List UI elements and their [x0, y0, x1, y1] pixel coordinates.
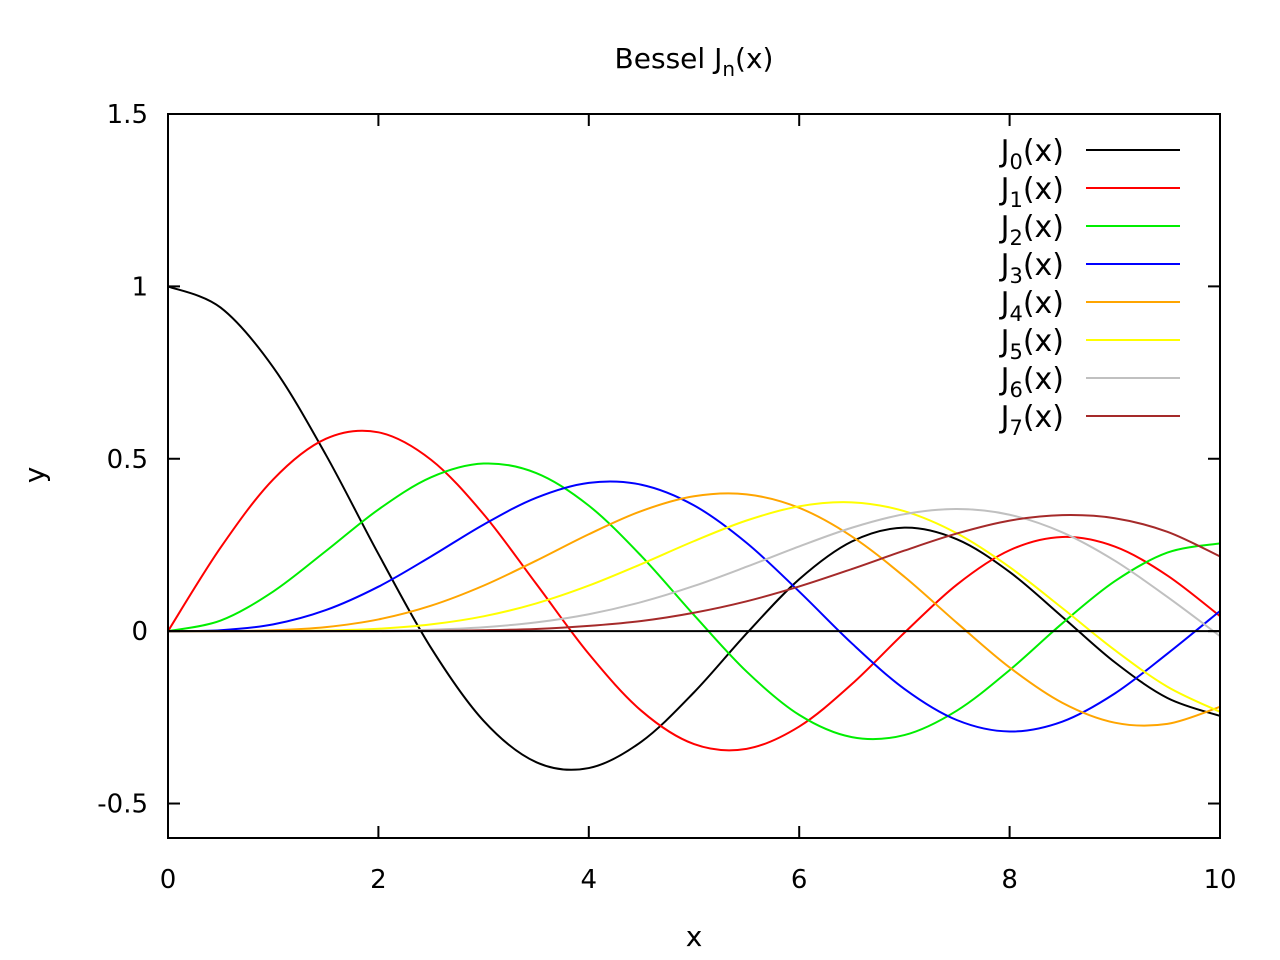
- x-tick-label: 10: [1203, 865, 1236, 895]
- y-tick-label: -0.5: [97, 790, 148, 820]
- chart-title-suffix: (x): [735, 42, 773, 75]
- series-line-j1: [168, 429, 1220, 752]
- x-tick-label: 0: [160, 865, 177, 895]
- series-line-j4: [168, 492, 1220, 727]
- legend-label-j6: J6(x): [999, 362, 1064, 402]
- series-line-j0: [168, 285, 1220, 771]
- legend-label-j2: J2(x): [999, 210, 1064, 250]
- y-axis-title: y: [18, 467, 51, 484]
- series-line-j5: [168, 501, 1220, 713]
- series-line-j2: [168, 462, 1220, 741]
- chart-title: Bessel Jn(x): [615, 42, 774, 81]
- y-tick-label: 1: [131, 272, 148, 302]
- x-tick-label: 8: [1001, 865, 1018, 895]
- series-line-j3: [168, 480, 1220, 733]
- x-tick-label: 2: [370, 865, 387, 895]
- y-tick-label: 1.5: [107, 100, 148, 130]
- legend-label-j7: J7(x): [999, 400, 1064, 440]
- plot-frame: [167, 113, 1221, 839]
- y-tick-label: 0.5: [107, 445, 148, 475]
- legend-label-j3: J3(x): [999, 248, 1064, 288]
- chart-title-subscript: n: [722, 57, 735, 81]
- legend-label-j0: J0(x): [999, 134, 1064, 174]
- x-tick-label: 4: [581, 865, 598, 895]
- axes: 0 2 4 6 8 10 -0.5 0 0.5 1 1.5: [97, 100, 1236, 895]
- y-tick-label: 0: [131, 617, 148, 647]
- x-axis-title: x: [686, 920, 703, 953]
- legend: J0(x)J1(x)J2(x)J3(x)J4(x)J5(x)J6(x)J7(x): [999, 134, 1180, 440]
- legend-label-j1: J1(x): [999, 172, 1064, 212]
- legend-label-j4: J4(x): [999, 286, 1064, 326]
- legend-label-j5: J5(x): [999, 324, 1064, 364]
- x-tick-label: 6: [791, 865, 808, 895]
